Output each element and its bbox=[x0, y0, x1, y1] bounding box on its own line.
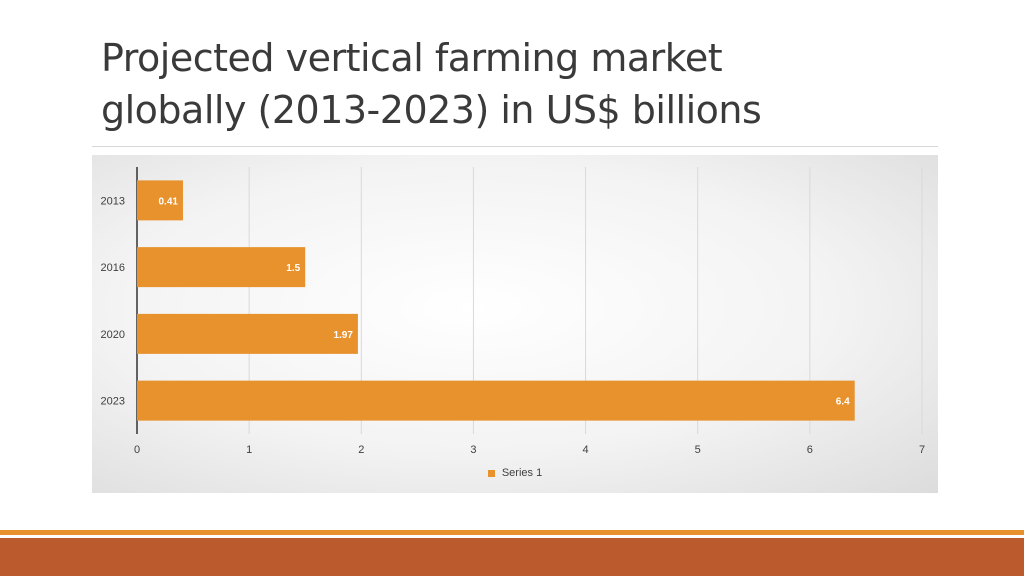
data-label: 0.41 bbox=[159, 196, 179, 207]
slide-title: Projected vertical farming market global… bbox=[101, 32, 901, 136]
bar bbox=[137, 180, 183, 221]
chart-legend: Series 1 bbox=[92, 467, 938, 479]
data-label: 1.5 bbox=[286, 263, 300, 274]
bar-chart: 0 1 2 3 4 5 6 7 2013 0.41 2016 1.5 2020 1.97 2023 6.4 bbox=[101, 167, 925, 456]
y-category-label: 2020 bbox=[101, 329, 125, 341]
chart-area: 0 1 2 3 4 5 6 7 2013 0.41 2016 1.5 2020 1.97 2023 6.4 S… bbox=[92, 155, 938, 493]
legend-swatch bbox=[487, 469, 495, 477]
x-tick-label: 6 bbox=[807, 444, 813, 456]
x-tick-label: 4 bbox=[583, 444, 589, 456]
x-tick-label: 0 bbox=[134, 444, 140, 456]
bar bbox=[137, 313, 358, 354]
y-category-label: 2023 bbox=[101, 396, 125, 408]
bar bbox=[137, 380, 855, 421]
y-category-label: 2013 bbox=[101, 195, 125, 207]
data-label: 6.4 bbox=[836, 397, 850, 408]
x-tick-label: 3 bbox=[470, 444, 476, 456]
footer-accent-stripe bbox=[0, 530, 1024, 535]
legend-label: Series 1 bbox=[501, 467, 543, 479]
data-label: 1.97 bbox=[333, 330, 353, 341]
x-tick-label: 2 bbox=[358, 444, 364, 456]
title-divider bbox=[92, 146, 938, 147]
footer-bar bbox=[0, 538, 1024, 576]
y-category-label: 2016 bbox=[101, 262, 125, 274]
x-tick-label: 7 bbox=[919, 444, 925, 456]
x-tick-label: 1 bbox=[246, 444, 252, 456]
bar bbox=[137, 247, 306, 288]
x-tick-label: 5 bbox=[695, 444, 701, 456]
slide-title-line-2: globally (2013-2023) in US$ billions bbox=[101, 88, 762, 132]
slide-title-line-1: Projected vertical farming market bbox=[101, 36, 723, 80]
